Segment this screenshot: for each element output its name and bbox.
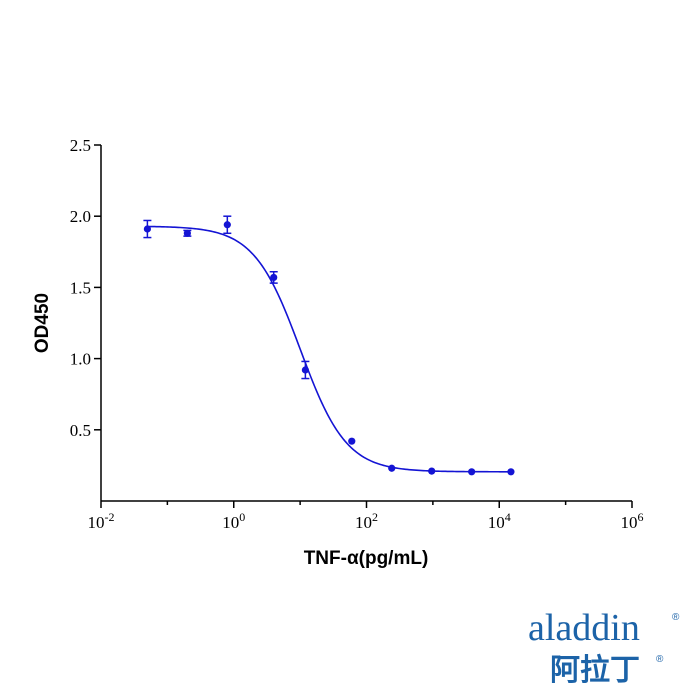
logo-registered-mark-top: ® <box>672 612 680 623</box>
y-tick-label: 1.0 <box>70 350 91 369</box>
data-point <box>223 221 231 229</box>
chart-axes <box>100 145 632 502</box>
aladdin-logo: aladdin ® 阿拉丁 ® <box>528 607 680 688</box>
y-tick-label: 2.5 <box>70 136 91 155</box>
logo-wordmark: aladdin <box>528 607 640 649</box>
data-point <box>468 468 476 476</box>
logo-registered-mark-bottom: ® <box>656 654 664 665</box>
data-point <box>301 366 309 374</box>
data-point <box>183 229 191 237</box>
logo-chinese-name: 阿拉丁 <box>550 653 640 688</box>
y-tick-label: 2.0 <box>70 207 91 226</box>
y-tick-label: 0.5 <box>70 421 91 440</box>
y-tick-label: 1.5 <box>70 278 91 297</box>
data-point <box>348 437 356 445</box>
data-point <box>388 464 396 472</box>
data-point <box>428 467 436 475</box>
x-tick-label: 102 <box>355 510 378 532</box>
x-tick-label: 10-2 <box>88 510 115 532</box>
data-points-layer <box>143 215 515 476</box>
y-ticks: 0.5 1.0 1.5 2.0 2.5 <box>70 136 101 440</box>
y-axis-title: OD450 <box>32 293 53 353</box>
fit-curve <box>147 225 511 473</box>
x-axis-title: TNF-α(pg/mL) <box>304 548 429 569</box>
fit-curve-layer <box>147 225 511 473</box>
x-tick-label: 106 <box>621 510 644 532</box>
x-ticks: 10-2 100 102 104 106 <box>88 501 644 532</box>
data-point <box>143 225 151 233</box>
data-point <box>270 273 278 282</box>
data-point <box>507 468 515 476</box>
x-tick-label: 100 <box>222 510 245 532</box>
x-tick-label: 104 <box>488 510 511 532</box>
